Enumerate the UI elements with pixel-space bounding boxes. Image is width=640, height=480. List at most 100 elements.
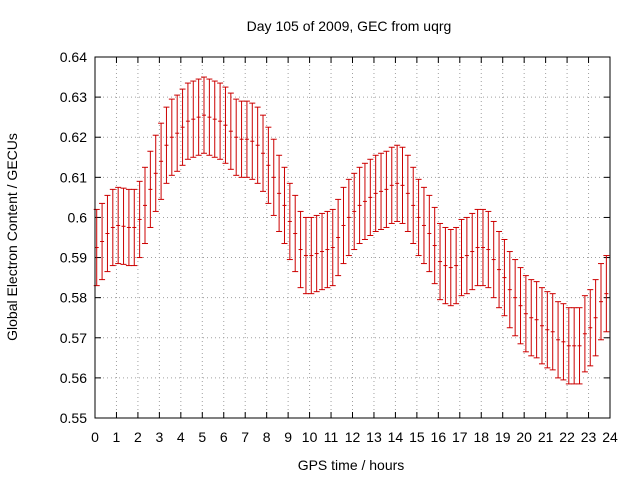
x-tick-label: 0 [91, 429, 99, 445]
y-axis-label: Global Electron Content / GECUs [4, 133, 20, 341]
data-point [549, 293, 556, 371]
data-point [388, 146, 395, 224]
data-point [431, 206, 438, 285]
x-tick-label: 12 [345, 429, 361, 445]
x-tick-label: 22 [559, 429, 575, 445]
data-point [190, 80, 197, 158]
data-point [528, 279, 535, 357]
data-point [324, 210, 331, 289]
data-point [286, 182, 293, 261]
x-tick-label: 4 [177, 429, 185, 445]
data-point [99, 202, 106, 281]
data-point [378, 152, 385, 230]
data-point [597, 263, 604, 341]
chart-title: Day 105 of 2009, GEC from uqrg [247, 18, 452, 34]
data-point [168, 98, 175, 176]
data-point [453, 226, 460, 305]
data-point [474, 208, 481, 287]
data-point [351, 172, 358, 251]
data-point [313, 214, 320, 293]
x-tick-label: 11 [324, 429, 339, 445]
data-point [308, 216, 315, 295]
x-tick-label: 23 [581, 429, 597, 445]
data-point [399, 146, 406, 224]
data-point [158, 122, 165, 200]
data-point [576, 307, 583, 385]
data-point [265, 126, 272, 204]
data-point [560, 303, 567, 381]
x-tick-label: 18 [473, 429, 489, 445]
data-point [345, 178, 352, 257]
data-point [426, 194, 433, 273]
data-point [136, 180, 143, 259]
x-tick-label: 7 [241, 429, 249, 445]
x-axis-label: GPS time / hours [298, 457, 405, 473]
data-point [447, 228, 454, 307]
y-tick-label: 0.55 [60, 410, 87, 426]
data-point [372, 154, 379, 232]
data-point [222, 86, 229, 164]
data-point [361, 162, 368, 241]
y-tick-label: 0.61 [60, 169, 87, 185]
data-point [340, 186, 347, 265]
data-point [533, 281, 540, 359]
data-point [163, 106, 170, 184]
grid [95, 57, 610, 418]
data-point [184, 82, 191, 160]
y-tick-label: 0.64 [60, 49, 87, 65]
data-point [329, 208, 336, 287]
y-tick-label: 0.59 [60, 250, 87, 266]
data-point [458, 218, 465, 297]
data-point [506, 251, 513, 329]
data-point [463, 216, 470, 295]
x-tick-label: 15 [409, 429, 425, 445]
data-point [571, 307, 578, 385]
x-tick-label: 19 [495, 429, 511, 445]
x-tick-label: 1 [113, 429, 121, 445]
data-point [120, 187, 127, 265]
data-point [415, 178, 422, 257]
data-point [206, 78, 213, 156]
data-point [410, 166, 417, 245]
data-point [479, 208, 486, 287]
y-tick-label: 0.63 [60, 89, 87, 105]
data-point [581, 295, 588, 373]
data-point [297, 210, 304, 289]
data-point [131, 188, 138, 267]
data-point [243, 100, 250, 178]
x-tick-label: 24 [602, 429, 618, 445]
data-point [404, 154, 411, 232]
data-point [356, 166, 363, 245]
data-point [195, 78, 202, 156]
y-tick-label: 0.56 [60, 370, 87, 386]
data-point [174, 94, 181, 172]
x-tick-label: 21 [538, 429, 554, 445]
data-point [104, 194, 111, 273]
data-point [367, 158, 374, 236]
x-tick-label: 17 [452, 429, 468, 445]
data-point [538, 287, 545, 365]
data-point [490, 220, 497, 299]
x-tick-label: 16 [431, 429, 447, 445]
y-axis-ticks: 0.55 0.56 0.57 0.58 0.59 0.6 0.61 0.62 0.63 0.64 [60, 49, 610, 426]
data-point [260, 114, 267, 192]
data-point [276, 154, 283, 232]
x-tick-label: 2 [134, 429, 142, 445]
data-point [147, 150, 154, 228]
data-point [238, 100, 245, 178]
data-point [469, 212, 476, 291]
data-series [93, 76, 610, 385]
data-point [249, 102, 256, 180]
data-point [319, 212, 326, 291]
x-axis-ticks: 0 1 2 3 4 5 6 7 8 9 10 11 12 13 14 15 16 17 18 19 20 21 22 23 24 [91, 57, 618, 445]
data-point [125, 188, 132, 267]
x-tick-label: 8 [263, 429, 271, 445]
x-tick-label: 6 [220, 429, 228, 445]
y-tick-label: 0.58 [60, 290, 87, 306]
data-point [141, 166, 148, 245]
plot-frame [94, 56, 611, 419]
data-point [555, 301, 562, 379]
data-point [394, 144, 401, 222]
x-tick-label: 5 [198, 429, 206, 445]
